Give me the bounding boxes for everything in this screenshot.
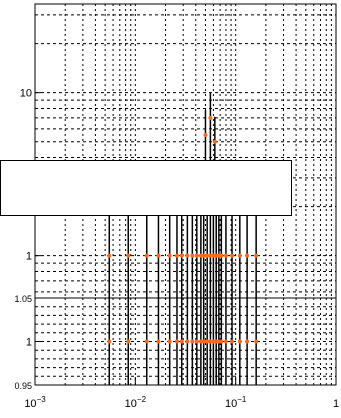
data-point	[254, 339, 259, 344]
data-point	[223, 339, 228, 344]
data-point	[185, 339, 190, 344]
data-point	[208, 339, 213, 344]
data-point	[223, 253, 228, 258]
data-point	[174, 339, 179, 344]
upper-panel-frame	[34, 3, 337, 299]
x-tick-label-base: 10	[24, 398, 36, 410]
data-point	[185, 253, 190, 258]
data-point	[230, 339, 235, 344]
data-point	[219, 253, 224, 258]
data-point	[198, 339, 203, 344]
data-point	[126, 253, 131, 258]
data-point	[219, 339, 224, 344]
data-point	[190, 339, 195, 344]
x-tick-label-base: 1	[333, 398, 339, 410]
x-tick-label-exponent: −2	[137, 395, 147, 404]
data-point	[203, 133, 208, 138]
data-point	[126, 339, 131, 344]
y-tick-label: 1.05	[14, 294, 32, 304]
data-point	[237, 253, 242, 258]
x-tick-label-base: 10	[225, 398, 237, 410]
data-point	[107, 253, 112, 258]
data-point	[205, 339, 210, 344]
data-point	[194, 339, 199, 344]
data-point	[179, 253, 184, 258]
x-tick-label: 10−2	[125, 395, 147, 410]
y-tick-label: 1	[26, 337, 32, 349]
upper-panel: 1 10	[20, 3, 337, 299]
data-point	[211, 339, 216, 344]
y-tick-label: 1	[26, 251, 32, 263]
y-tick-label: 10	[20, 88, 32, 100]
data-point	[144, 339, 149, 344]
data-point	[201, 339, 206, 344]
x-tick-label: 1	[333, 398, 339, 410]
data-point	[174, 253, 179, 258]
data-point	[201, 253, 206, 258]
data-point	[190, 253, 195, 258]
data-point	[205, 253, 210, 258]
data-point	[198, 253, 203, 258]
data-point	[144, 253, 149, 258]
data-point	[254, 253, 259, 258]
data-point	[194, 253, 199, 258]
x-tick-label: 10−1	[225, 395, 247, 410]
data-point	[156, 339, 161, 344]
data-point	[237, 339, 242, 344]
lower-panel: 0.95 1 1.05	[14, 294, 337, 391]
x-tick-label: 10−3	[24, 395, 46, 410]
legend-box	[0, 160, 292, 216]
data-point	[245, 253, 250, 258]
data-point	[230, 253, 235, 258]
x-tick-label-base: 10	[125, 398, 137, 410]
data-point	[156, 253, 161, 258]
data-point	[245, 339, 250, 344]
data-point	[167, 253, 172, 258]
data-point	[167, 339, 172, 344]
data-point	[179, 339, 184, 344]
data-point	[211, 253, 216, 258]
x-tick-label-exponent: −1	[237, 395, 247, 404]
data-point	[208, 253, 213, 258]
data-point	[212, 139, 217, 144]
data-point	[208, 115, 213, 120]
x-tick-label-exponent: −3	[37, 395, 47, 404]
x-axis: 10−3 10−2 10−1 1	[24, 377, 339, 410]
y-tick-label: 0.95	[14, 381, 32, 391]
data-point	[107, 339, 112, 344]
